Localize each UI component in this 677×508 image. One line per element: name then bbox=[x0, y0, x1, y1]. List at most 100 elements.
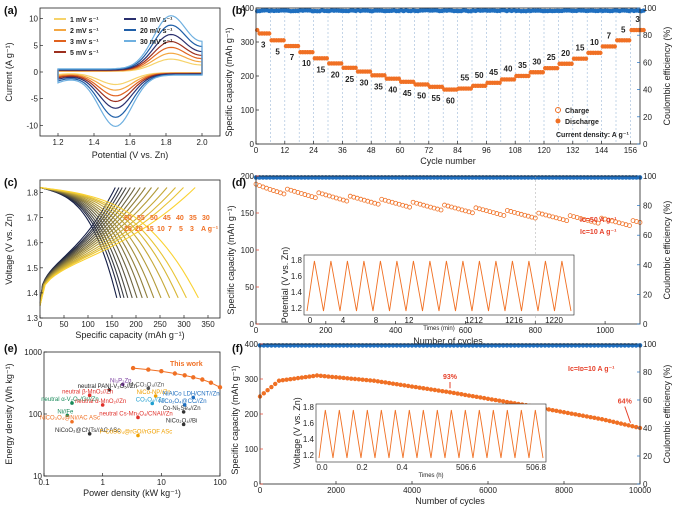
y2-tick-label: 80 bbox=[643, 31, 652, 40]
inset-y-tick-label: 1.4 bbox=[291, 288, 303, 297]
y-tick-label: 10 bbox=[29, 15, 38, 24]
capacity-point bbox=[326, 374, 330, 378]
rate-label: 10 bbox=[302, 59, 311, 68]
charge-curve bbox=[40, 188, 152, 306]
y2-tick-label: 100 bbox=[643, 172, 657, 181]
reference-label: Ni//Fe bbox=[57, 409, 74, 415]
x-tick-label: 10000 bbox=[629, 486, 652, 495]
y-tick-label: 0 bbox=[254, 480, 259, 489]
capacity-point bbox=[433, 388, 437, 392]
legend-charge-marker bbox=[556, 108, 561, 113]
panel-label: (c) bbox=[4, 177, 18, 189]
capacity-point bbox=[598, 51, 602, 55]
capacity-point bbox=[490, 397, 494, 401]
capacity-point bbox=[277, 379, 281, 383]
inset-x-tick-label: 1212 bbox=[465, 316, 483, 325]
panel-label: (a) bbox=[4, 5, 18, 17]
this-work-point bbox=[209, 380, 213, 384]
arrow-64 bbox=[625, 407, 631, 423]
reference-label: F-CoSO₄@rGO//rGOF ASc bbox=[100, 430, 173, 436]
y2-tick-label: 20 bbox=[643, 113, 652, 122]
capacity-point bbox=[493, 398, 497, 402]
x-tick-label: 0 bbox=[258, 486, 263, 495]
y-tick-label: 50 bbox=[245, 283, 254, 292]
capacity-point bbox=[607, 419, 611, 423]
reference-label: NiCO₃O₄@Ni//AC ASc bbox=[40, 416, 100, 422]
capacity-point bbox=[600, 417, 604, 421]
x-tick-label: 1 bbox=[100, 478, 105, 487]
rate-label: 45 bbox=[489, 68, 498, 77]
y-tick-label: -5 bbox=[31, 95, 39, 104]
reference-label: neutral α-MnO₂//Zn bbox=[75, 399, 126, 405]
capacity-point bbox=[341, 376, 345, 380]
y2-axis-title: Coulombic efficiency (%) bbox=[662, 201, 672, 300]
x-tick-label: 150 bbox=[105, 320, 119, 329]
panel-label: (f) bbox=[232, 343, 243, 355]
y-tick-label: 100 bbox=[241, 106, 255, 115]
inset-x-tick-label: 0.0 bbox=[316, 463, 328, 472]
x-tick-label: 0 bbox=[254, 326, 259, 335]
capacity-point bbox=[585, 414, 589, 418]
y-tick-label: 1.5 bbox=[27, 264, 39, 273]
rate-label: 45 bbox=[163, 215, 171, 222]
inset-x-tick-label: 0 bbox=[308, 316, 313, 325]
y2-axis-title: Coulombic efficiency (%) bbox=[662, 365, 672, 464]
legend-label: 2 mV s⁻¹ bbox=[70, 28, 99, 35]
capacity-point bbox=[541, 70, 545, 74]
y-tick-label: 300 bbox=[245, 375, 259, 384]
y-tick-label: 1.3 bbox=[27, 314, 39, 323]
capacity-point bbox=[497, 399, 501, 403]
legend-label: Charge bbox=[565, 108, 589, 115]
capacity-point bbox=[307, 374, 311, 378]
rate-label: 55 bbox=[137, 215, 145, 222]
y2-tick-label: 40 bbox=[643, 86, 652, 95]
capacity-point bbox=[281, 38, 285, 42]
capacity-point bbox=[526, 74, 530, 78]
y-tick-label: 100 bbox=[241, 246, 255, 255]
rate-label: 50 bbox=[417, 92, 426, 101]
capacity-point bbox=[281, 378, 285, 382]
rate-label: 15 bbox=[316, 65, 325, 74]
x-tick-label: 250 bbox=[153, 320, 167, 329]
y-tick-label: 400 bbox=[245, 340, 259, 349]
y-tick-label: 200 bbox=[241, 172, 255, 181]
x-tick-label: 800 bbox=[529, 326, 543, 335]
inset-x-axis-title: Times (min) bbox=[423, 326, 454, 332]
legend-label: 10 mV s⁻¹ bbox=[140, 17, 173, 24]
rate-label: 7 bbox=[290, 53, 295, 62]
capacity-point bbox=[584, 56, 588, 60]
x-axis-title: Potential (V vs. Zn) bbox=[92, 150, 169, 160]
rate-label: 30 bbox=[360, 79, 369, 88]
this-work-point bbox=[159, 369, 163, 373]
capacity-point bbox=[619, 421, 623, 425]
x-tick-label: 2000 bbox=[327, 486, 345, 495]
capacity-point bbox=[547, 407, 551, 411]
rate-label: 35 bbox=[374, 82, 383, 91]
y-tick-label: 0 bbox=[34, 68, 39, 77]
inset-x-tick-label: 1216 bbox=[505, 316, 523, 325]
capacity-point bbox=[410, 384, 414, 388]
capacity-point bbox=[360, 378, 364, 382]
capacity-point bbox=[627, 38, 631, 42]
inset-x-axis-title: Times (h) bbox=[418, 473, 443, 479]
rate-label: 7 bbox=[168, 226, 172, 233]
capacity-point bbox=[501, 399, 505, 403]
inset-y-axis-title: Potential (V vs. Zn) bbox=[280, 247, 290, 324]
rate-label: 50 bbox=[150, 215, 158, 222]
rate-label: 60 bbox=[446, 97, 455, 106]
capacity-point bbox=[554, 409, 558, 413]
capacity-point bbox=[615, 421, 619, 425]
capacity-point bbox=[569, 411, 573, 415]
x-tick-label: 4000 bbox=[403, 486, 421, 495]
capacity-point bbox=[364, 378, 368, 382]
y-axis-title: Specific capacity (mAh g⁻¹) bbox=[226, 205, 236, 314]
reference-label: neutral Cs-Mn₂O₄/CNAI//Zn bbox=[99, 411, 172, 417]
x-tick-label: 132 bbox=[566, 146, 580, 155]
inset-y-axis-title: Voltage (V vs. Zn) bbox=[292, 397, 302, 469]
x-tick-label: 8000 bbox=[555, 486, 573, 495]
capacity-point bbox=[368, 378, 372, 382]
capacity-point bbox=[486, 397, 490, 401]
x-tick-label: 96 bbox=[482, 146, 491, 155]
this-work-point bbox=[173, 371, 177, 375]
x-tick-label: 1.8 bbox=[160, 138, 172, 147]
